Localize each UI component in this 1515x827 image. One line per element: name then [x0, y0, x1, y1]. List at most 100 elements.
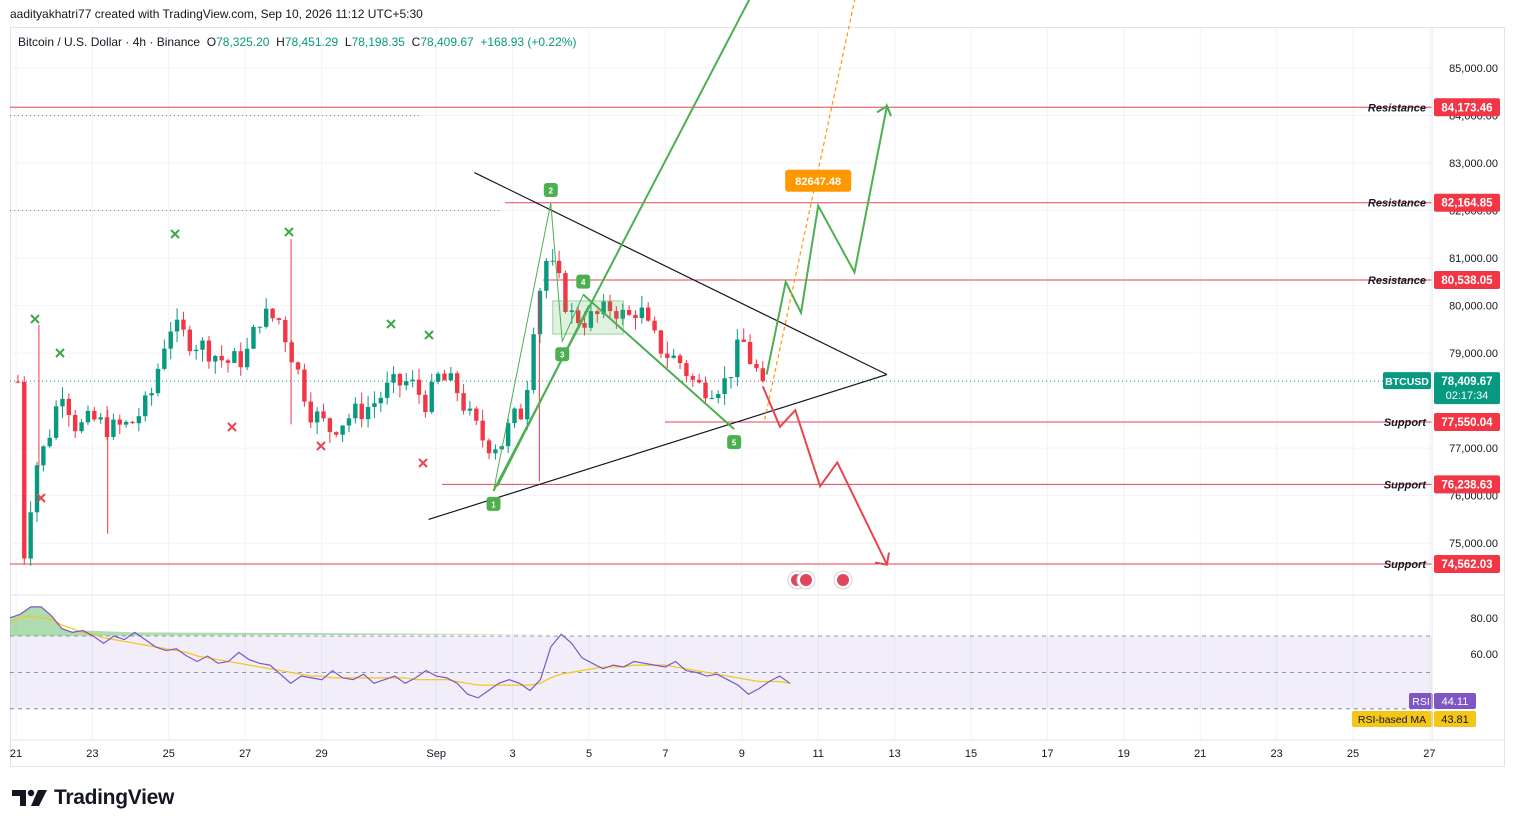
wave-marker	[727, 435, 742, 450]
candle-body	[181, 319, 186, 330]
candle-body	[646, 307, 651, 321]
x-tick-label: 9	[739, 748, 745, 760]
x-tick-label: 7	[662, 748, 668, 760]
candle-body	[232, 351, 237, 363]
bearish-arrowhead	[874, 552, 890, 566]
level-price-tag	[1434, 193, 1500, 212]
sell-signal-icon	[227, 422, 237, 432]
wave-line	[496, 305, 590, 487]
x-tick-label: 15	[965, 748, 977, 760]
candle-body	[73, 414, 78, 432]
candle-body	[416, 379, 422, 395]
tradingview-logo[interactable]: TradingView	[12, 786, 174, 810]
wave-marker	[486, 496, 501, 511]
symbol-legend[interactable]: Bitcoin / U.S. Dollar · 4h · Binance O78…	[18, 35, 576, 49]
target-label: 82647.48	[795, 176, 841, 188]
candle-body	[123, 421, 129, 425]
wave-marker	[576, 274, 591, 289]
current-price-label: 78,409.67	[1441, 376, 1492, 388]
sell-signal-icon	[284, 227, 294, 237]
change-value: +168.93 (+0.22%)	[480, 35, 577, 49]
candle-body	[143, 395, 148, 417]
wave-marker-label: 2	[549, 186, 554, 195]
candle-body	[162, 348, 167, 369]
candle-body	[735, 339, 740, 378]
candle-body	[276, 318, 282, 320]
rsi-ma-line	[9, 615, 791, 686]
candle-body	[677, 355, 683, 364]
wave-marker-label: 3	[560, 351, 565, 360]
x-tick-label: 23	[1270, 748, 1282, 760]
level-price-label: 76,238.63	[1441, 479, 1492, 491]
chart-frame[interactable]	[10, 27, 1505, 767]
candle-body	[620, 309, 625, 319]
candle-body	[582, 322, 587, 328]
y-tick-label: 79,000.00	[1449, 348, 1498, 360]
x-tick-label: 21	[10, 748, 22, 760]
triangle-lower-line	[428, 373, 888, 521]
candle-body	[639, 307, 645, 319]
candle-body	[512, 408, 517, 424]
candle-body	[41, 446, 46, 466]
wave-marker-label: 1	[491, 500, 496, 509]
candle-body	[633, 314, 638, 319]
candle-body	[467, 408, 473, 411]
candle-body	[728, 377, 734, 379]
x-tick-label: 21	[1194, 748, 1206, 760]
rsi-ma-name-label: RSI-based MA	[1358, 714, 1426, 726]
rsi-ma-name-tag	[1352, 711, 1433, 727]
candle-body	[365, 407, 371, 420]
rsi-line	[9, 606, 791, 699]
candle-body	[92, 410, 97, 420]
candle-body	[442, 373, 447, 381]
candle-body	[155, 368, 161, 394]
candle-body	[47, 437, 52, 447]
brand-name: TradingView	[54, 786, 175, 809]
candle-body	[34, 465, 40, 513]
candle-body	[359, 403, 364, 420]
grid-layer	[10, 28, 1432, 740]
level-price-label: 84,173.46	[1441, 102, 1492, 114]
tradingview-logo-icon	[12, 789, 47, 806]
sell-signal-icon	[418, 458, 428, 468]
attribution-header: aadityakhatri77 created with TradingView…	[10, 7, 423, 21]
candle-body	[60, 398, 65, 407]
candle-body	[283, 319, 288, 343]
candle-body	[722, 378, 727, 394]
candle-body	[435, 373, 441, 382]
candle-body	[244, 348, 250, 368]
sell-signal-icon	[170, 229, 180, 239]
candle-body	[575, 310, 581, 323]
candle-body	[741, 339, 746, 342]
candle-body	[314, 411, 320, 423]
rsi-value-label: 44.11	[1442, 696, 1469, 708]
candle-body	[626, 309, 632, 315]
rsi-tick-label: 60.00	[1470, 649, 1498, 661]
candle-body	[22, 381, 27, 559]
y-tick-label: 80,000.00	[1449, 301, 1498, 313]
level-kind-label: Resistance	[1368, 275, 1426, 287]
candle-body	[168, 331, 173, 349]
rsi-ma-value-label: 43.81	[1441, 714, 1469, 726]
candle-body	[550, 260, 555, 262]
candle-body	[321, 411, 326, 419]
level-price-label: 77,550.04	[1441, 417, 1493, 429]
candle-body	[716, 393, 721, 398]
level-price-tag	[1434, 98, 1500, 117]
candle-body	[85, 410, 91, 423]
x-tick-label: 3	[510, 748, 516, 760]
x-tick-label: 13	[888, 748, 900, 760]
y-tick-label: 85,000.00	[1449, 63, 1498, 75]
candle-body	[448, 373, 454, 381]
candle-body	[569, 310, 575, 313]
level-price-label: 74,562.03	[1441, 559, 1492, 571]
candle-body	[760, 368, 766, 382]
candle-body	[213, 355, 218, 362]
candle-body	[423, 394, 428, 413]
rsi-value-tag	[1434, 693, 1476, 709]
rsi-overbought-fill	[10, 606, 562, 636]
candle-body	[493, 449, 498, 454]
wave-marker	[543, 182, 558, 197]
candle-body	[665, 353, 670, 358]
